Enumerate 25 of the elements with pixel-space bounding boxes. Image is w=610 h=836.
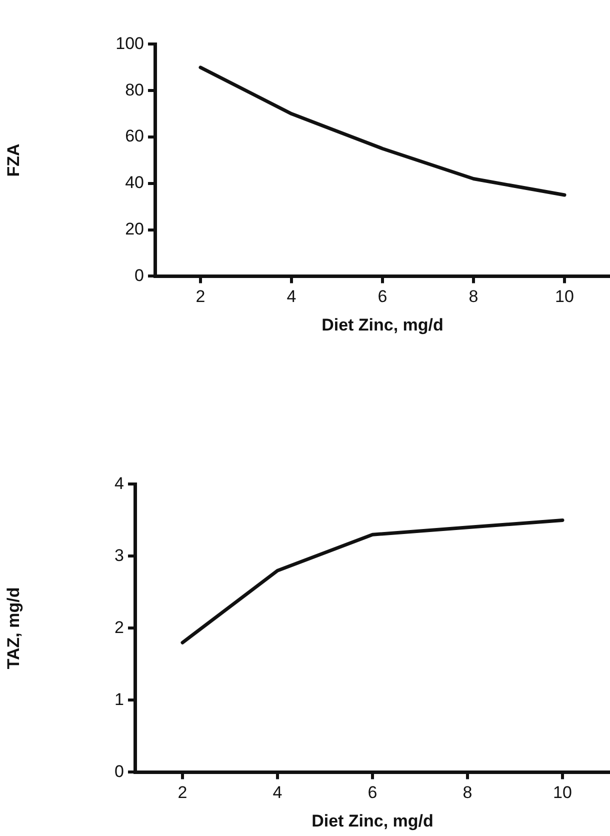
y-tick-label: 0 bbox=[134, 266, 144, 285]
x-tick-label: 2 bbox=[196, 287, 206, 306]
x-tick-label: 2 bbox=[178, 783, 188, 802]
y-tick-label: 40 bbox=[125, 173, 144, 192]
y-axis-title: FZA bbox=[4, 144, 23, 177]
x-tick-label: 10 bbox=[553, 783, 572, 802]
x-tick-label: 8 bbox=[462, 783, 472, 802]
y-tick-label: 4 bbox=[114, 474, 124, 493]
y-axis-title: TAZ, mg/d bbox=[4, 587, 23, 670]
x-tick-label: 8 bbox=[468, 287, 478, 306]
x-tick-label: 4 bbox=[286, 287, 296, 306]
y-tick-label: 80 bbox=[125, 80, 144, 100]
x-tick-label: 6 bbox=[378, 287, 388, 306]
x-tick-label: 10 bbox=[555, 287, 574, 306]
x-tick-label: 4 bbox=[272, 783, 282, 802]
x-tick-label: 6 bbox=[368, 783, 378, 802]
y-tick-label: 0 bbox=[114, 762, 124, 781]
y-tick-label: 2 bbox=[114, 618, 124, 637]
y-tick-label: 20 bbox=[125, 219, 144, 238]
x-axis-title: Diet Zinc, mg/d bbox=[322, 315, 444, 334]
y-tick-label: 60 bbox=[125, 126, 144, 146]
x-axis-title: Diet Zinc, mg/d bbox=[312, 811, 434, 830]
y-tick-label: 3 bbox=[114, 546, 124, 565]
y-tick-label: 100 bbox=[116, 34, 144, 53]
y-tick-label: 1 bbox=[114, 690, 124, 709]
